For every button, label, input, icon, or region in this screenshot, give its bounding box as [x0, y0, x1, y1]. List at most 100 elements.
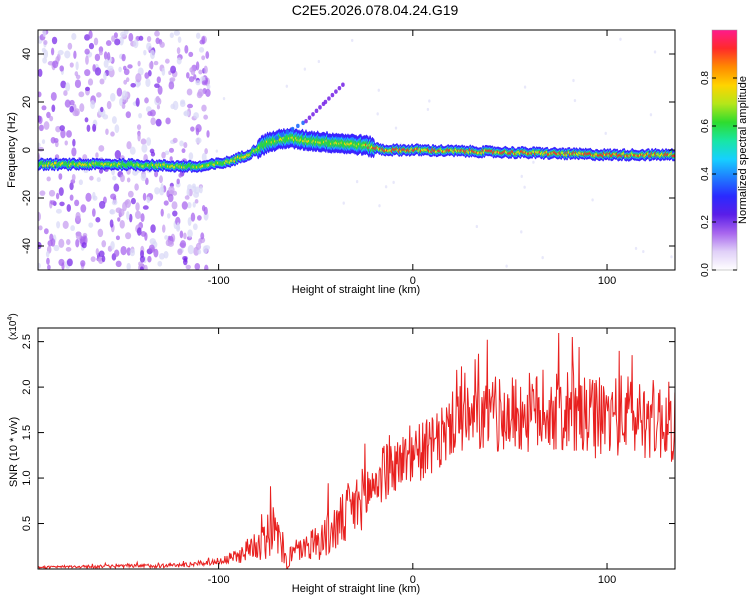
spectrogram-noise-blob: [143, 49, 147, 56]
spectrogram-noise-blob: [155, 118, 162, 127]
spectrogram-noise-blob: [98, 250, 105, 258]
spectrogram-noise-blob: [53, 138, 59, 143]
spectrogram-noise-blob: [206, 84, 211, 90]
spectrogram-noise-blob: [201, 104, 207, 112]
spectrogram-noise-blob: [41, 47, 46, 53]
spectrogram-noise-blob: [604, 131, 607, 135]
spectrogram-noise-blob: [73, 50, 77, 59]
colorbar-tick-label: 0.8: [700, 71, 711, 85]
spectrogram-noise-blob: [187, 229, 193, 238]
spectrogram-noise-blob: [80, 260, 86, 267]
spectrogram-noise-blob: [94, 67, 102, 76]
spectrogram-noise-blob: [88, 222, 94, 228]
spectrogram-noise-blob: [111, 199, 118, 206]
spectrogram-noise-blob: [181, 201, 188, 210]
spectrogram-noise-blob: [177, 248, 183, 256]
spectrogram-noise-blob: [103, 59, 109, 68]
spectrogram-noise-blob: [191, 185, 197, 193]
spectrogram-noise-blob: [98, 51, 103, 56]
spectrogram-noise-blob: [92, 64, 96, 72]
spectrogram-noise-blob: [66, 204, 72, 212]
spectrogram-noise-blob: [176, 222, 180, 231]
spectrogram-noise-blob: [591, 198, 594, 202]
snr-ytick-label: 0.5: [21, 516, 33, 531]
spectrogram-noise-blob: [193, 112, 199, 119]
spectrogram-noise-blob: [118, 66, 122, 73]
spectrogram-noise-blob: [185, 264, 191, 270]
spectrogram-noise-blob: [115, 260, 122, 268]
spectrogram-noise-blob: [190, 212, 196, 222]
spectrogram-noise-blob: [426, 107, 430, 112]
spectrogram-noise-blob: [160, 208, 164, 217]
spectrogram-noise-blob: [183, 110, 190, 117]
spectrogram-noise-blob: [66, 258, 73, 267]
spectrogram-noise-blob: [193, 246, 200, 256]
spectrogram-noise-blob: [146, 42, 152, 51]
spectrogram-noise-blob: [285, 84, 289, 88]
snr-xtick-label: -100: [208, 574, 230, 586]
spectrogram-noise-blob: [59, 65, 64, 72]
spectrogram-noise-blob: [51, 36, 58, 45]
spectrogram-noise-blob: [59, 125, 65, 131]
spectrogram-noise-blob: [145, 106, 152, 113]
spectrogram-noise-blob: [505, 264, 508, 268]
spectrogram-noise-blob: [177, 36, 182, 43]
colorbar-label: Normalized spectral amplitude: [737, 76, 749, 224]
spectrogram-noise-blob: [190, 126, 195, 132]
spectrogram-noise-blob: [119, 98, 123, 107]
spectrogram-noise-blob: [50, 200, 56, 205]
spectrogram-noise-blob: [158, 253, 165, 260]
spectrogram-noise-blob: [50, 91, 57, 101]
spectrogram-noise-blob: [38, 124, 44, 132]
spectrogram-noise-blob: [75, 231, 82, 240]
spectrogram-noise-blob: [154, 170, 159, 178]
spectrogram-noise-blob: [120, 174, 125, 183]
spectrogram-noise-blob: [184, 195, 190, 200]
spectrogram-branch-cell: [301, 120, 305, 126]
spectrogram-ytick-label: -40: [21, 238, 33, 254]
spectrogram-noise-blob: [150, 151, 156, 157]
spectrogram-noise-blob: [195, 32, 201, 39]
spectrogram-noise-blob: [84, 69, 91, 77]
colorbar-tick-label: 0.0: [700, 263, 711, 277]
spectrogram-noise-blob: [47, 61, 54, 66]
spectrogram-noise-blob: [48, 189, 56, 197]
spectrogram-noise-blob: [184, 45, 189, 54]
spectrogram-noise-blob: [317, 59, 321, 64]
spectrogram-noise-blob: [59, 201, 65, 207]
spectrogram-noise-blob: [147, 111, 153, 117]
spectrogram-noise-blob: [137, 60, 141, 67]
spectrogram-noise-blob: [169, 32, 174, 39]
spectrogram-noise-blob: [146, 196, 151, 203]
spectrogram-noise-blob: [154, 83, 160, 89]
spectrogram-noise-blob: [176, 178, 180, 185]
spectrogram-noise-blob: [355, 180, 359, 184]
spectrogram-noise-blob: [160, 183, 164, 193]
spectrogram-noise-blob: [118, 36, 124, 46]
spectrogram-noise-blob: [139, 266, 144, 270]
spectrogram-noise-blob: [195, 137, 202, 144]
spectrogram-noise-blob: [154, 187, 160, 195]
spectrogram-noise-blob: [378, 204, 381, 208]
spectrogram-noise-blob: [64, 99, 71, 108]
spectrogram-branch-cell: [311, 112, 315, 117]
snr-xlabel: Height of straight line (km): [292, 583, 420, 595]
spectrogram-noise-blob: [532, 160, 535, 164]
spectrogram-noise-blob: [143, 97, 150, 104]
spectrogram-noise-blob: [377, 88, 380, 92]
spectrogram-noise-blob: [46, 111, 51, 119]
spectrogram-noise-blob: [72, 110, 79, 117]
spectrogram-noise-blob: [205, 88, 211, 97]
spectrogram-noise-blob: [201, 55, 206, 61]
spectrogram-noise-blob: [176, 57, 182, 65]
spectrogram-noise-blob: [136, 81, 141, 87]
spectrogram-branch-cell: [285, 129, 290, 135]
spectrogram-noise-blob: [67, 42, 73, 50]
spectrogram-noise-blob: [199, 39, 205, 45]
colorbar-ticks: 0.0 0.2 0.4 0.6 0.8: [700, 71, 737, 277]
spectrogram-noise-blob: [80, 204, 87, 213]
spectrogram-noise-blob: [394, 126, 398, 130]
spectrogram-noise-blob: [56, 221, 61, 229]
colorbar-frame: [711, 29, 738, 271]
spectrogram-noise-blob: [204, 264, 209, 270]
